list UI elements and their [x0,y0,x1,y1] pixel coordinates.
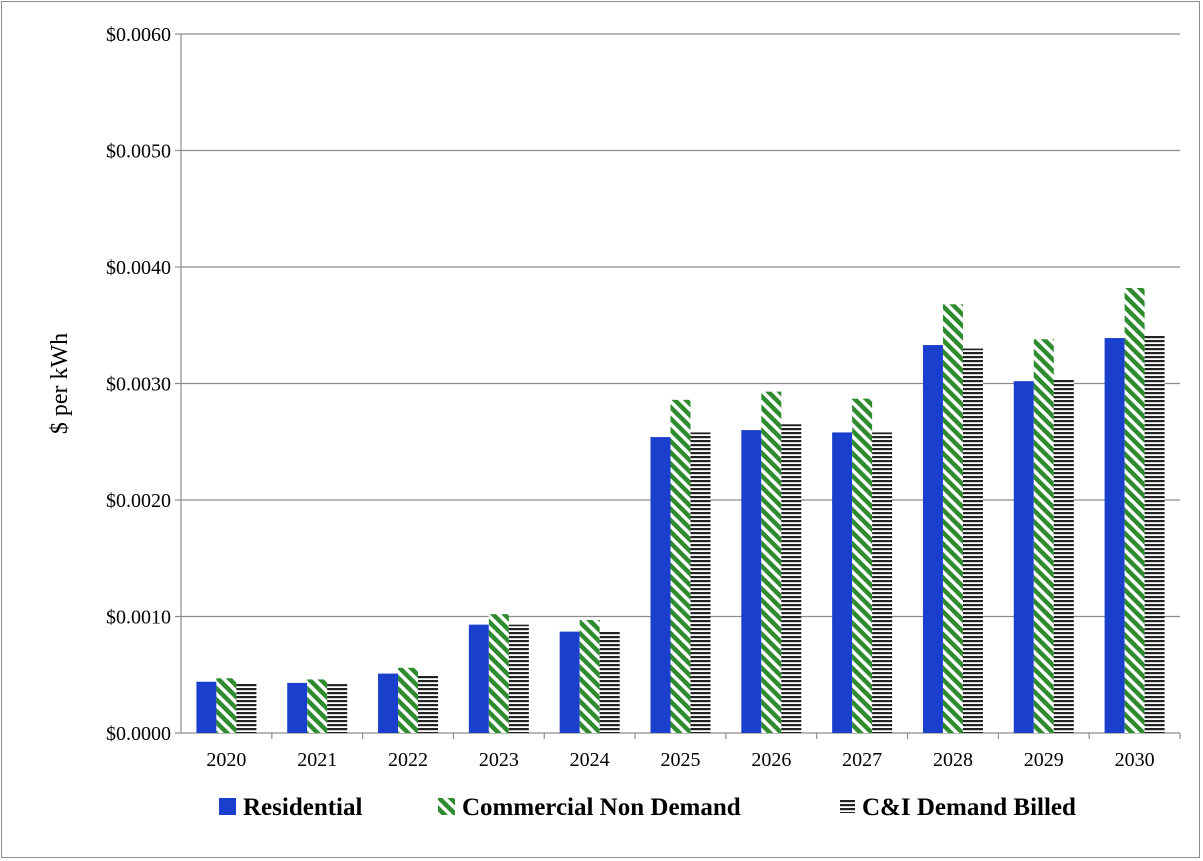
bar-commercial-non-demand-2021 [307,679,328,733]
legend-swatch-residential [219,798,236,815]
bar-residential-2021 [287,682,308,733]
bar-residential-2028 [922,345,943,733]
x-tick-label: 2029 [1024,749,1064,771]
gridlines [181,33,1180,618]
y-tick-label: $0.0010 [106,607,171,629]
bar-c-i-demand-billed-2020 [236,682,257,733]
bar-c-i-demand-billed-2022 [418,674,439,733]
bar-residential-2024 [559,631,580,733]
bar-residential-2023 [468,624,489,733]
x-tick-label: 2024 [570,749,610,771]
bar-residential-2029 [1013,381,1034,733]
x-tick-label: 2027 [842,749,882,771]
bar-c-i-demand-billed-2029 [1053,380,1074,733]
bar-c-i-demand-billed-2024 [599,631,620,733]
bar-c-i-demand-billed-2027 [872,432,893,733]
bar-commercial-non-demand-2029 [1033,339,1054,733]
x-tick-label: 2025 [661,749,701,771]
legend-label-commercial-non-demand: Commercial Non Demand [462,794,741,821]
bar-residential-2030 [1104,338,1125,733]
x-tick-label: 2020 [206,749,246,771]
y-tick-label: $0.0050 [106,141,171,163]
x-tick-label: 2028 [933,749,973,771]
x-tick-label: 2030 [1115,749,1155,771]
x-tick-label: 2026 [751,749,791,771]
x-tick-label: 2021 [297,749,337,771]
bar-residential-2022 [378,673,399,733]
y-tick-label: $0.0000 [106,723,171,745]
bar-commercial-non-demand-2026 [761,391,782,733]
bar-c-i-demand-billed-2021 [327,684,348,733]
y-axis-title: $ per kWh [47,333,73,434]
bar-c-i-demand-billed-2025 [690,432,711,733]
y-tick-label: $0.0060 [106,24,171,46]
bar-commercial-non-demand-2025 [670,399,691,733]
bar-c-i-demand-billed-2030 [1144,334,1165,733]
bar-residential-2027 [832,432,853,733]
bar-residential-2025 [650,437,671,733]
legend: Residential Commercial Non Demand C&I Dema… [219,794,1076,821]
axis-labels: $0.0000 $0.0010 $0.0020 $0.0030 $0.0040 $0.00… [106,24,1155,771]
bar-residential-2020 [196,681,217,733]
bar-residential-2026 [741,430,762,733]
bar-commercial-non-demand-2023 [488,614,509,733]
y-tick-label: $0.0020 [106,490,171,512]
bars [196,287,1165,733]
y-tick-label: $0.0040 [106,257,171,279]
legend-label-c-i-demand-billed: C&I Demand Billed [862,794,1076,821]
y-tick-label: $0.0030 [106,374,171,396]
bar-commercial-non-demand-2022 [398,667,419,733]
bar-c-i-demand-billed-2023 [508,624,529,733]
bar-commercial-non-demand-2024 [579,619,600,733]
x-tick-label: 2022 [388,749,428,771]
x-tick-label: 2023 [479,749,519,771]
legend-swatch-c-i-demand-billed [840,800,855,813]
bar-commercial-non-demand-2027 [852,398,873,733]
legend-label-residential: Residential [243,794,363,821]
bar-commercial-non-demand-2020 [216,678,237,733]
bar-c-i-demand-billed-2026 [781,424,802,733]
legend-swatch-commercial-non-demand [438,798,455,815]
bar-commercial-non-demand-2030 [1124,287,1145,733]
bar-c-i-demand-billed-2028 [962,348,983,733]
bar-commercial-non-demand-2028 [942,304,963,733]
